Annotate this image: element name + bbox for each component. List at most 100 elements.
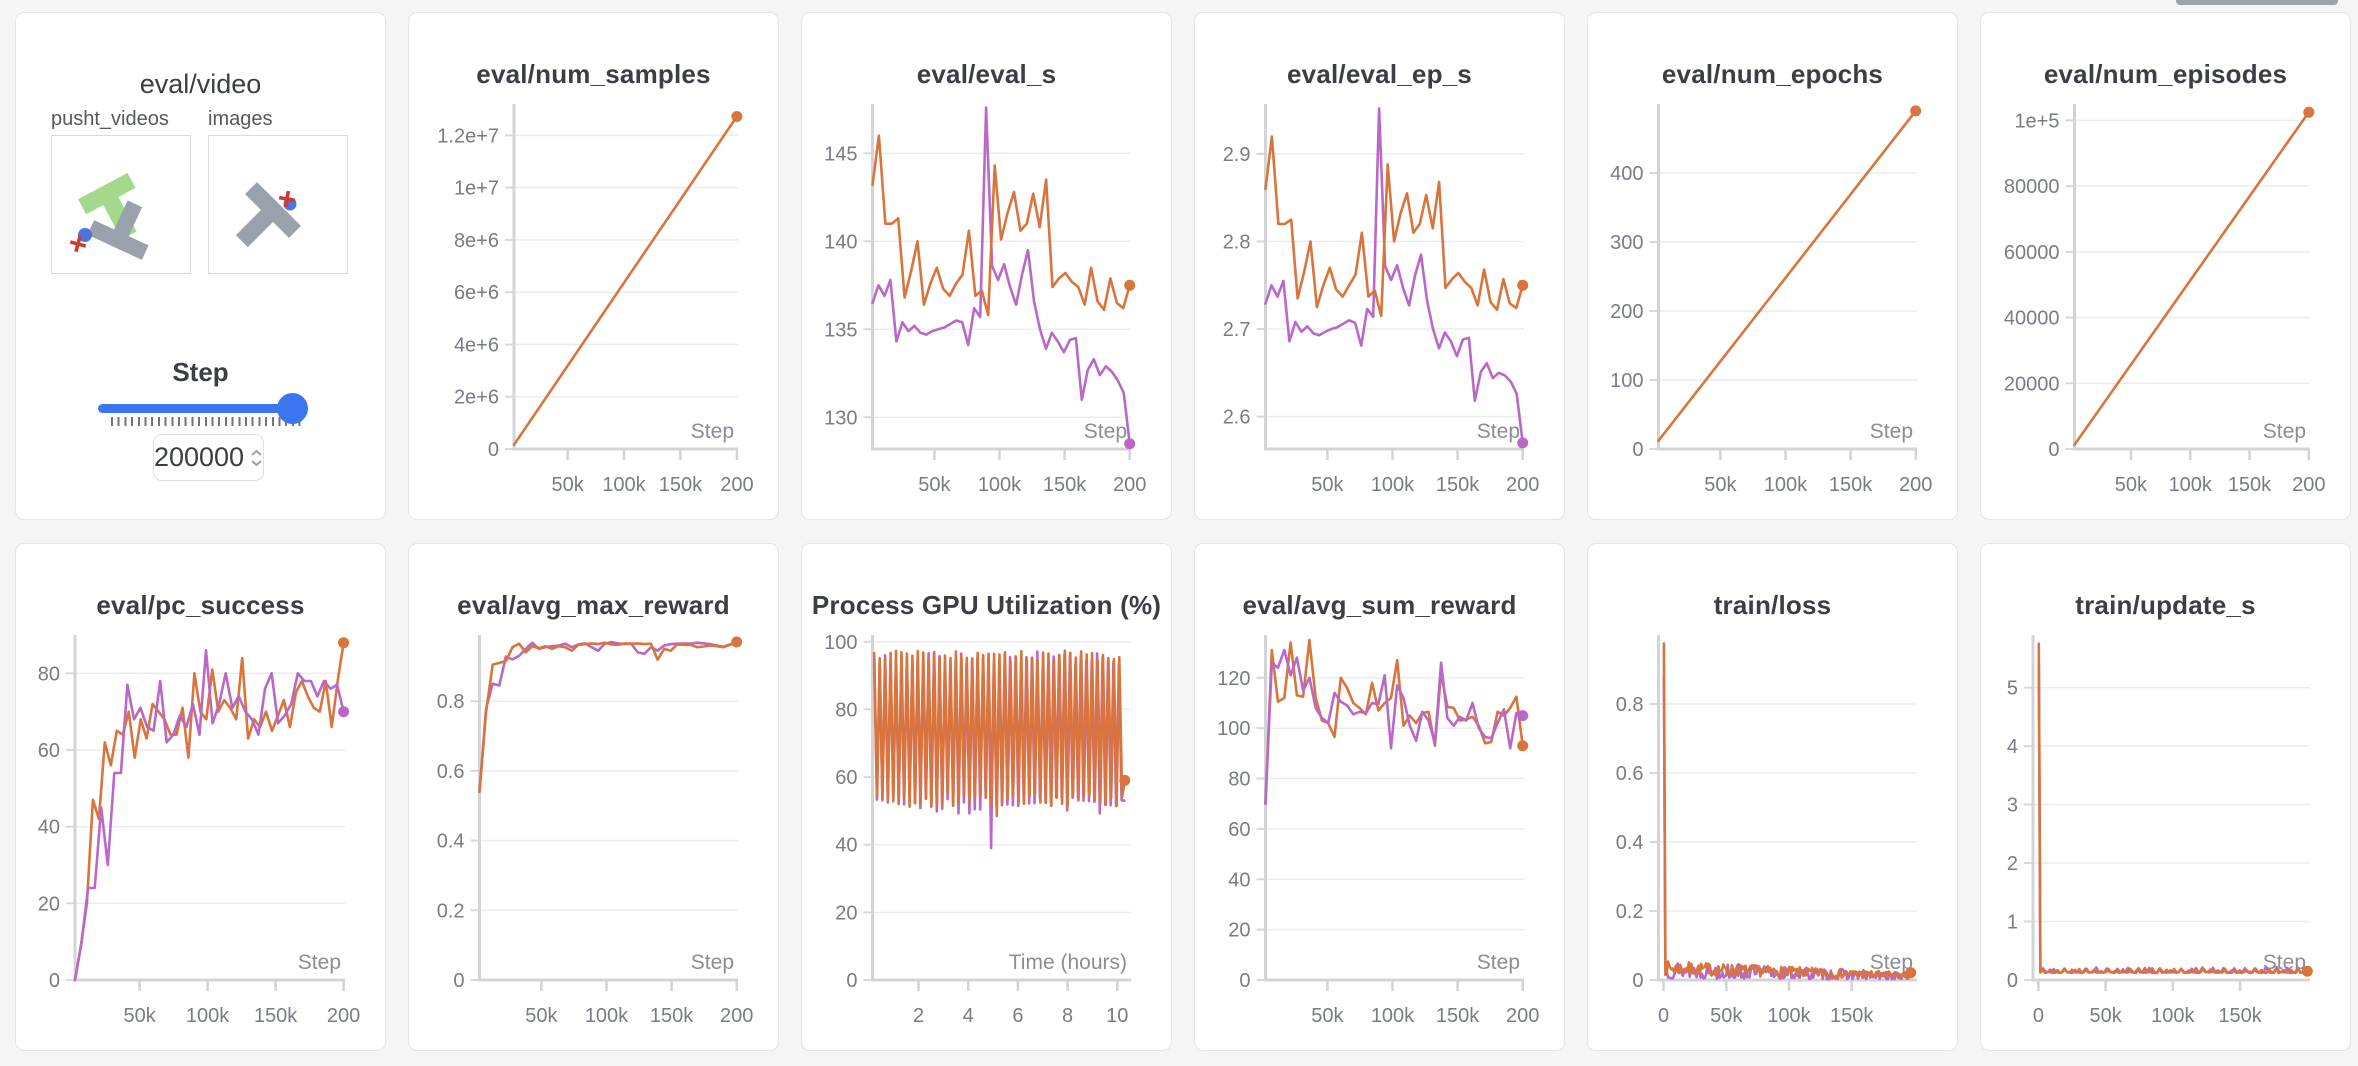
svg-text:300: 300 [1610,232,1643,254]
panel-train-loss[interactable]: train/loss 0 0.2 0.4 0.6 0.8 0 50k 100k 150k Step [1587,543,1958,1051]
svg-text:20: 20 [1228,920,1250,942]
media-label-pusht-videos: pusht_videos [51,108,169,130]
svg-text:150k: 150k [1829,474,1873,496]
svg-text:50k: 50k [123,1005,156,1027]
svg-text:200: 200 [1113,474,1146,496]
svg-text:200: 200 [1506,1005,1539,1027]
svg-text:80: 80 [835,699,857,721]
panel-eval-avg-sum-reward[interactable]: eval/avg_sum_reward 0 20 40 60 80 100 120 50k 10… [1194,543,1565,1051]
svg-text:Step: Step [2263,951,2306,974]
panel-eval-num-samples[interactable]: eval/num_samples 0 2e+6 4e+6 6e+6 8e+6 1e+7 1.… [408,12,779,520]
svg-text:150k: 150k [2218,1005,2262,1027]
svg-text:60: 60 [835,767,857,789]
panel-eval-num-epochs[interactable]: eval/num_epochs 0 100 200 300 400 50k 100k 150k… [1587,12,1958,520]
svg-text:1.2e+7: 1.2e+7 [437,125,499,147]
panel-eval-video[interactable]: eval/video pusht_videos images [15,12,386,520]
svg-text:150k: 150k [1830,1005,1874,1027]
chevron-down-icon[interactable] [250,459,263,467]
chart-canvas[interactable]: 0 20 40 60 80 100 2 4 6 8 10 Time (hours) [802,544,1172,1051]
panel-title: eval/eval_s [916,59,1057,89]
svg-text:100k: 100k [978,474,1022,496]
svg-text:150k: 150k [254,1005,298,1027]
step-slider-thumb[interactable] [277,393,308,424]
panel-title: eval/num_samples [476,59,711,89]
svg-text:0.8: 0.8 [437,691,465,713]
svg-text:60: 60 [1228,819,1250,841]
svg-text:60000: 60000 [2004,242,2060,264]
svg-text:100: 100 [1217,718,1250,740]
svg-text:60: 60 [38,740,60,762]
svg-text:150k: 150k [2228,474,2272,496]
svg-text:0.4: 0.4 [1616,832,1644,854]
svg-text:20000: 20000 [2004,373,2060,395]
svg-text:0: 0 [453,970,464,992]
chart-canvas[interactable]: 0 0.2 0.4 0.6 0.8 0 50k 100k 150k Step [1588,544,1958,1051]
svg-text:1e+7: 1e+7 [454,178,499,200]
chart-canvas[interactable]: 0 1 2 3 4 5 0 50k 100k 150k Step [1981,544,2351,1051]
step-slider[interactable] [98,404,303,413]
media-label-images: images [208,108,273,130]
svg-text:80: 80 [1228,769,1250,791]
panel-title: eval/pc_success [96,590,305,620]
svg-text:40000: 40000 [2004,308,2060,330]
chart-canvas[interactable]: 0 20000 40000 60000 80000 1e+5 50k 100k 150k 200 S… [1981,13,2351,520]
panel-eval-avg-max-reward[interactable]: eval/avg_max_reward 0 0.2 0.4 0.6 0.8 50k 100k… [408,543,779,1051]
panel-title: eval/avg_sum_reward [1242,590,1517,620]
pusht-frame-graphic [69,172,149,260]
svg-text:0: 0 [2007,970,2018,992]
svg-text:40: 40 [38,817,60,839]
chart-canvas[interactable]: 0 0.2 0.4 0.6 0.8 50k 100k 150k 200 Step [409,544,779,1051]
svg-text:1: 1 [2007,912,2018,934]
svg-text:5: 5 [2007,678,2018,700]
chart-canvas[interactable]: 130 135 140 145 50k 100k 150k 200 Step [802,13,1172,520]
svg-text:40: 40 [835,835,857,857]
svg-text:Step: Step [1084,420,1127,443]
svg-text:150k: 150k [650,1005,694,1027]
step-value[interactable]: 200000 [153,442,245,472]
panel-gpu-utilization[interactable]: Process GPU Utilization (%) 0 20 40 60 80 100… [801,543,1172,1051]
svg-text:0.4: 0.4 [437,831,465,853]
panel-eval-eval-s[interactable]: eval/eval_s 130 135 140 145 50k 100k 150k 200 St… [801,12,1172,520]
chart-canvas[interactable]: 0 2e+6 4e+6 6e+6 8e+6 1e+7 1.2e+7 50k 100k 150k 20… [409,13,779,520]
panel-eval-num-episodes[interactable]: eval/num_episodes 0 20000 40000 60000 80000 1… [1980,12,2351,520]
svg-text:200: 200 [1610,301,1643,323]
svg-text:100k: 100k [1764,474,1808,496]
step-slider-label: Step [172,357,229,387]
svg-text:200: 200 [327,1005,360,1027]
svg-text:100: 100 [824,632,857,654]
scrollbar-thumb[interactable] [2176,0,2338,5]
svg-text:200: 200 [1506,474,1539,496]
svg-text:50k: 50k [525,1005,558,1027]
panel-title: eval/num_episodes [2043,59,2288,89]
svg-text:100k: 100k [186,1005,230,1027]
svg-text:150k: 150k [659,474,703,496]
panel-train-update-s[interactable]: train/update_s 0 1 2 3 4 5 0 50k 100k 150k Step [1980,543,2351,1051]
svg-text:4: 4 [963,1005,974,1027]
stepper-buttons[interactable] [250,449,263,467]
svg-text:Time (hours): Time (hours) [1009,951,1127,974]
chart-canvas[interactable]: 0 20 40 60 80 100 120 50k 100k 150k 200 Step [1195,544,1565,1051]
chevron-up-icon[interactable] [250,449,263,457]
svg-text:2: 2 [2007,853,2018,875]
step-slider-ticks [111,417,305,426]
svg-text:200: 200 [2292,474,2325,496]
svg-text:Step: Step [691,420,734,443]
panel-eval-eval-ep-s[interactable]: eval/eval_ep_s 2.6 2.7 2.8 2.9 50k 100k 150k 20… [1194,12,1565,520]
svg-text:130: 130 [824,407,857,429]
step-number-input[interactable]: 200000 [153,434,264,481]
video-thumbnail-pusht[interactable] [51,135,191,274]
svg-text:Step: Step [1477,951,1520,974]
svg-text:0: 0 [1658,1005,1669,1027]
svg-text:50k: 50k [1311,1005,1344,1027]
svg-text:200: 200 [720,1005,753,1027]
svg-text:150k: 150k [1436,1005,1480,1027]
video-thumbnail-images[interactable] [208,135,348,274]
panel-eval-pc-success[interactable]: eval/pc_success 0 20 40 60 80 50k 100k 150k 200 S… [15,543,386,1051]
chart-canvas[interactable]: 2.6 2.7 2.8 2.9 50k 100k 150k 200 Step [1195,13,1565,520]
panel-title: Process GPU Utilization (%) [811,590,1162,620]
svg-text:80000: 80000 [2004,176,2060,198]
svg-text:3: 3 [2007,795,2018,817]
chart-canvas[interactable]: 0 100 200 300 400 50k 100k 150k 200 Step [1588,13,1958,520]
svg-text:2.7: 2.7 [1223,319,1251,341]
chart-canvas[interactable]: 0 20 40 60 80 50k 100k 150k 200 Step [16,544,386,1051]
